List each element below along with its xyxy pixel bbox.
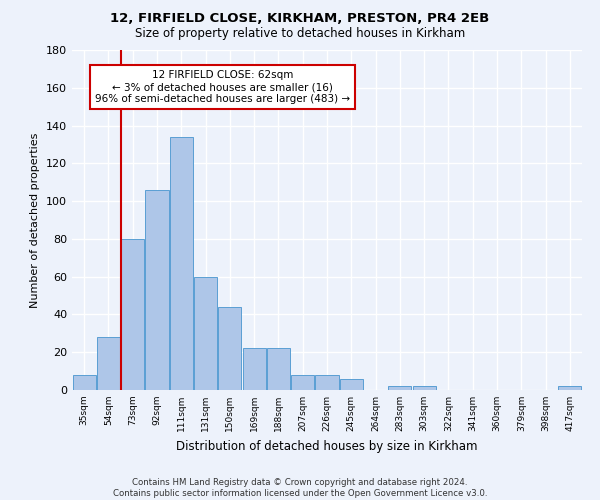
X-axis label: Distribution of detached houses by size in Kirkham: Distribution of detached houses by size … bbox=[176, 440, 478, 452]
Bar bbox=[340, 378, 363, 390]
Bar bbox=[242, 348, 266, 390]
Bar bbox=[73, 375, 95, 390]
Bar bbox=[218, 307, 241, 390]
Bar bbox=[559, 386, 581, 390]
Text: Size of property relative to detached houses in Kirkham: Size of property relative to detached ho… bbox=[135, 28, 465, 40]
Bar bbox=[316, 375, 338, 390]
Bar bbox=[145, 190, 169, 390]
Bar bbox=[267, 348, 290, 390]
Bar bbox=[170, 137, 193, 390]
Text: 12, FIRFIELD CLOSE, KIRKHAM, PRESTON, PR4 2EB: 12, FIRFIELD CLOSE, KIRKHAM, PRESTON, PR… bbox=[110, 12, 490, 26]
Y-axis label: Number of detached properties: Number of detached properties bbox=[31, 132, 40, 308]
Bar bbox=[97, 337, 120, 390]
Bar bbox=[121, 239, 144, 390]
Bar bbox=[291, 375, 314, 390]
Bar bbox=[388, 386, 412, 390]
Text: Contains HM Land Registry data © Crown copyright and database right 2024.
Contai: Contains HM Land Registry data © Crown c… bbox=[113, 478, 487, 498]
Bar bbox=[413, 386, 436, 390]
Text: 12 FIRFIELD CLOSE: 62sqm
← 3% of detached houses are smaller (16)
96% of semi-de: 12 FIRFIELD CLOSE: 62sqm ← 3% of detache… bbox=[95, 70, 350, 104]
Bar bbox=[194, 276, 217, 390]
